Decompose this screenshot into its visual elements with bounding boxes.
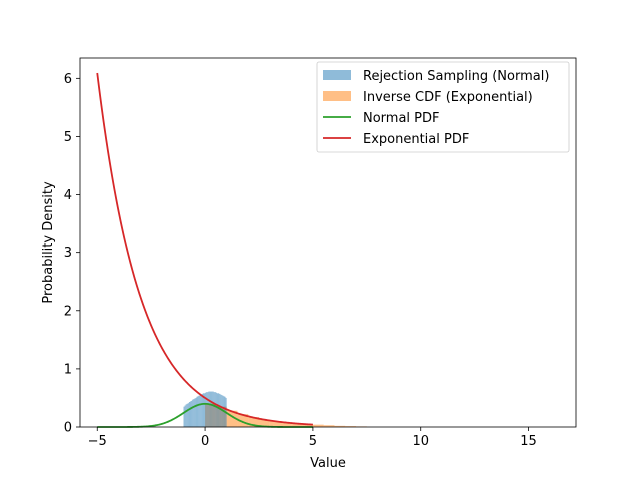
x-tick-label: −5 (88, 434, 107, 449)
normal-histogram-bar (185, 404, 187, 427)
normal-histogram-bar (198, 395, 200, 427)
normal-histogram-bar (211, 391, 213, 427)
normal-histogram-bar (212, 391, 214, 427)
legend: Rejection Sampling (Normal) Inverse CDF (… (316, 61, 570, 153)
normal-histogram-bar (188, 402, 190, 427)
normal-histogram (183, 391, 227, 427)
x-tick-label: 5 (309, 434, 317, 449)
legend-box (316, 61, 570, 153)
normal-histogram-bar (208, 391, 210, 427)
normal-histogram-bar (215, 392, 217, 427)
normal-histogram-bar (184, 405, 186, 427)
normal-histogram-bar (191, 400, 193, 427)
legend-swatch (323, 91, 351, 101)
exponential-histogram-bar (258, 419, 270, 427)
normal-histogram-bar (197, 396, 199, 427)
normal-histogram-bar (189, 401, 192, 427)
x-tick-label: 0 (201, 434, 209, 449)
y-tick-label: 6 (64, 72, 72, 87)
normal-histogram-bar (216, 393, 219, 427)
axes-frame (79, 57, 577, 428)
exponential-pdf-line (96, 72, 313, 426)
normal-histogram-bar (200, 394, 202, 427)
exponential-histogram-bar (345, 426, 357, 427)
normal-histogram-bar (202, 393, 204, 427)
exponential-histogram-bar (323, 425, 335, 427)
normal-histogram-bar (209, 391, 211, 427)
y-axis-label: Probability Density (41, 181, 56, 304)
normal-histogram-bar (199, 395, 201, 427)
y-tick-label: 2 (64, 304, 72, 319)
legend-swatch (323, 70, 351, 80)
normal-histogram-bar (221, 395, 223, 427)
y-tick-label: 4 (64, 188, 72, 203)
normal-histogram-bar (201, 393, 203, 427)
normal-histogram-bar (204, 393, 206, 427)
exponential-histogram-bar (226, 410, 238, 427)
normal-histogram-bar (205, 392, 207, 427)
normal-histogram-bar (214, 392, 216, 427)
exponential-histogram-bar (334, 425, 346, 427)
legend-label: Inverse CDF (Exponential) (363, 90, 533, 105)
normal-histogram-bar (218, 393, 220, 427)
x-tick-label: 15 (520, 434, 537, 449)
y-tick-label: 0 (64, 421, 72, 436)
normal-histogram-bar (196, 396, 198, 427)
x-axis-label: Value (310, 456, 346, 471)
normal-histogram-bar (206, 392, 208, 427)
legend-label: Rejection Sampling (Normal) (363, 69, 549, 84)
normal-histogram-bar (183, 406, 185, 427)
normal-histogram-bar (220, 394, 222, 427)
legend-label: Normal PDF (363, 111, 440, 126)
y-tick-label: 3 (64, 246, 72, 261)
legend-label: Exponential PDF (363, 132, 469, 147)
exponential-histogram-bar (291, 423, 303, 427)
exponential-histogram-bar (237, 414, 249, 427)
normal-histogram-bar (195, 397, 197, 427)
plot-area (96, 72, 367, 428)
y-tick-label: 1 (64, 362, 72, 377)
y-tick-label: 5 (64, 130, 72, 145)
x-axis-ticks: −5 0 5 10 15 (88, 427, 537, 449)
y-axis-ticks: 0 1 2 3 4 5 6 (64, 72, 80, 436)
exponential-histogram-bar (312, 424, 324, 427)
normal-histogram-bar (193, 399, 195, 427)
exponential-histogram-bar (302, 424, 313, 427)
normal-histogram-bar (186, 403, 188, 427)
normal-histogram-bar (210, 391, 212, 427)
normal-histogram-bar (219, 393, 221, 427)
x-tick-label: 10 (412, 434, 429, 449)
exponential-histogram-bar (280, 422, 292, 427)
normal-histogram-bar (192, 399, 194, 427)
normal-histogram-bar (187, 403, 189, 427)
normal-histogram-bar (207, 392, 209, 427)
normal-histogram-bar (213, 392, 215, 427)
exponential-histogram-bar (269, 421, 281, 427)
normal-histogram-bar (194, 398, 196, 427)
exponential-histogram-bar (248, 417, 259, 427)
